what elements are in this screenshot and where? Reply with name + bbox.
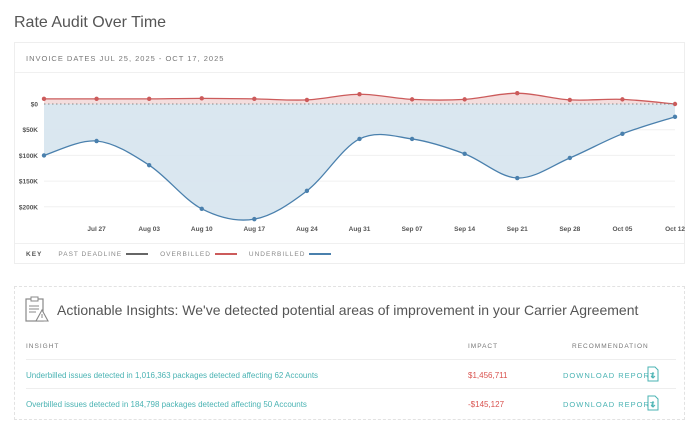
y-tick-label: $100K	[19, 153, 38, 160]
data-point	[252, 96, 257, 102]
x-tick-label: Jul 27	[87, 226, 106, 233]
insight-link[interactable]: Overbilled issues detected in 184,798 pa…	[26, 400, 307, 409]
x-tick-label: Sep 07	[402, 226, 423, 233]
legend: KEY PAST DEADLINE OVERBILLED UNDERBILLED	[15, 243, 684, 264]
impact-value: -$145,127	[468, 400, 505, 409]
area-overbilled	[44, 93, 675, 104]
data-point	[94, 138, 99, 144]
data-point	[515, 175, 520, 181]
col-impact: IMPACT	[468, 343, 499, 350]
data-point	[146, 96, 152, 102]
data-point	[515, 91, 520, 96]
x-tick-label: Aug 24	[296, 226, 318, 233]
y-tick-label: $50K	[22, 127, 38, 134]
legend-title: KEY	[26, 250, 43, 258]
legend-swatch	[309, 253, 332, 255]
download-report-button[interactable]: DOWNLOAD REPORT	[563, 371, 656, 380]
y-tick-label: $200K	[19, 204, 38, 211]
data-point	[620, 97, 625, 102]
data-point	[357, 136, 362, 142]
legend-swatch	[126, 253, 149, 255]
chart-title: INVOICE DATES JUL 25, 2025 - OCT 17, 202…	[15, 43, 684, 73]
x-tick-label: Oct 12	[665, 226, 685, 233]
file-download-icon[interactable]	[647, 366, 659, 382]
x-tick-label: Aug 31	[349, 226, 371, 233]
legend-past-deadline: PAST DEADLINE	[58, 250, 123, 258]
col-insight: INSIGHT	[26, 343, 60, 350]
file-download-icon[interactable]	[647, 395, 659, 411]
x-tick-label: Aug 17	[243, 226, 265, 233]
page-title: Rate Audit Over Time	[14, 14, 167, 31]
data-point	[409, 136, 415, 142]
download-report-button[interactable]: DOWNLOAD REPORT	[563, 400, 656, 409]
data-point	[567, 155, 573, 161]
chart-card: INVOICE DATES JUL 25, 2025 - OCT 17, 202…	[14, 42, 685, 264]
data-point	[146, 162, 152, 168]
table-row: Underbilled issues detected in 1,016,363…	[26, 359, 676, 389]
data-point	[304, 188, 310, 194]
x-tick-label: Sep 28	[559, 226, 580, 233]
table-row: Overbilled issues detected in 184,798 pa…	[26, 388, 676, 418]
data-point	[199, 206, 204, 212]
insights-title: Actionable Insights: We've detected pote…	[57, 302, 639, 318]
legend-overbilled: OVERBILLED	[160, 250, 211, 258]
data-point	[252, 216, 257, 222]
data-point	[357, 92, 362, 97]
x-tick-label: Aug 03	[138, 226, 160, 233]
x-tick-label: Oct 05	[612, 226, 632, 233]
data-point	[41, 96, 47, 102]
data-point	[41, 153, 47, 158]
area-underbilled	[44, 104, 675, 221]
data-point	[620, 131, 625, 137]
y-tick-label: $150K	[19, 179, 38, 186]
data-point	[199, 96, 204, 101]
col-recommendation: RECOMMENDATION	[572, 343, 649, 350]
data-point	[94, 96, 99, 102]
data-point	[672, 114, 678, 120]
y-tick-label: $0	[31, 102, 39, 109]
data-point	[409, 97, 415, 102]
data-point	[304, 97, 310, 103]
rate-audit-chart: $0 $50K $100K $150K $200K Jul 27 Aug 03 Aug 10 A…	[19, 91, 685, 233]
x-tick-label: Sep 14	[454, 226, 475, 233]
x-tick-label: Sep 21	[507, 226, 528, 233]
x-tick-label: Aug 10	[191, 226, 213, 233]
clipboard-warning-icon	[25, 296, 49, 322]
legend-swatch	[214, 253, 237, 255]
insight-link[interactable]: Underbilled issues detected in 1,016,363…	[26, 371, 319, 380]
data-point	[462, 97, 467, 102]
impact-value: $1,456,711	[468, 371, 508, 380]
data-point	[672, 101, 678, 107]
legend-underbilled: UNDERBILLED	[248, 250, 306, 258]
data-point	[567, 97, 573, 103]
insights-card: Actionable Insights: We've detected pote…	[14, 286, 685, 420]
data-point	[462, 151, 467, 157]
